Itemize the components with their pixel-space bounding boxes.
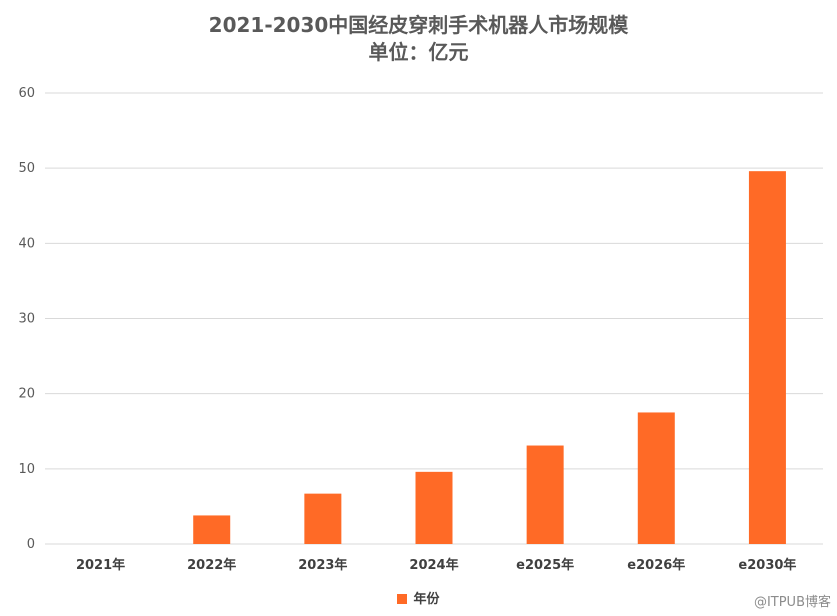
x-tick-label: 2024年 bbox=[409, 557, 458, 573]
bar bbox=[415, 471, 453, 544]
x-tick-label: e2025年 bbox=[516, 557, 574, 573]
legend: 年份 bbox=[0, 588, 837, 607]
bar bbox=[193, 515, 231, 544]
y-axis-ticks: 0 10 20 30 40 50 60 bbox=[18, 86, 35, 552]
y-tick-label: 40 bbox=[18, 236, 35, 251]
x-tick-label: 2021年 bbox=[76, 557, 125, 573]
bar bbox=[637, 412, 675, 544]
watermark: @ITPUB博客 bbox=[753, 595, 831, 610]
x-tick-label: 2023年 bbox=[298, 557, 347, 573]
bar bbox=[304, 493, 342, 544]
legend-swatch bbox=[397, 594, 408, 604]
x-tick-label: e2026年 bbox=[627, 557, 685, 573]
bars bbox=[193, 171, 786, 544]
y-tick-label: 20 bbox=[18, 387, 35, 402]
bar bbox=[748, 171, 786, 544]
y-tick-label: 0 bbox=[27, 537, 35, 552]
y-tick-label: 60 bbox=[18, 86, 35, 101]
y-tick-label: 30 bbox=[18, 312, 35, 327]
x-axis-ticks: 2021年 2022年 2023年 2024年 e2025年 e2026年 e2030年 bbox=[76, 557, 796, 573]
chart-title: 2021-2030中国经皮穿刺手术机器人市场规模 bbox=[208, 13, 629, 37]
gridlines bbox=[45, 92, 823, 545]
chart-subtitle: 单位：亿元 bbox=[368, 40, 469, 64]
y-tick-label: 10 bbox=[18, 462, 35, 477]
x-tick-label: e2030年 bbox=[738, 557, 796, 573]
chart-title-block: 2021-2030中国经皮穿刺手术机器人市场规模 单位：亿元 bbox=[0, 12, 837, 66]
y-tick-label: 50 bbox=[18, 161, 35, 176]
x-tick-label: 2022年 bbox=[187, 557, 236, 573]
bar bbox=[526, 445, 564, 544]
legend-label: 年份 bbox=[413, 592, 440, 607]
